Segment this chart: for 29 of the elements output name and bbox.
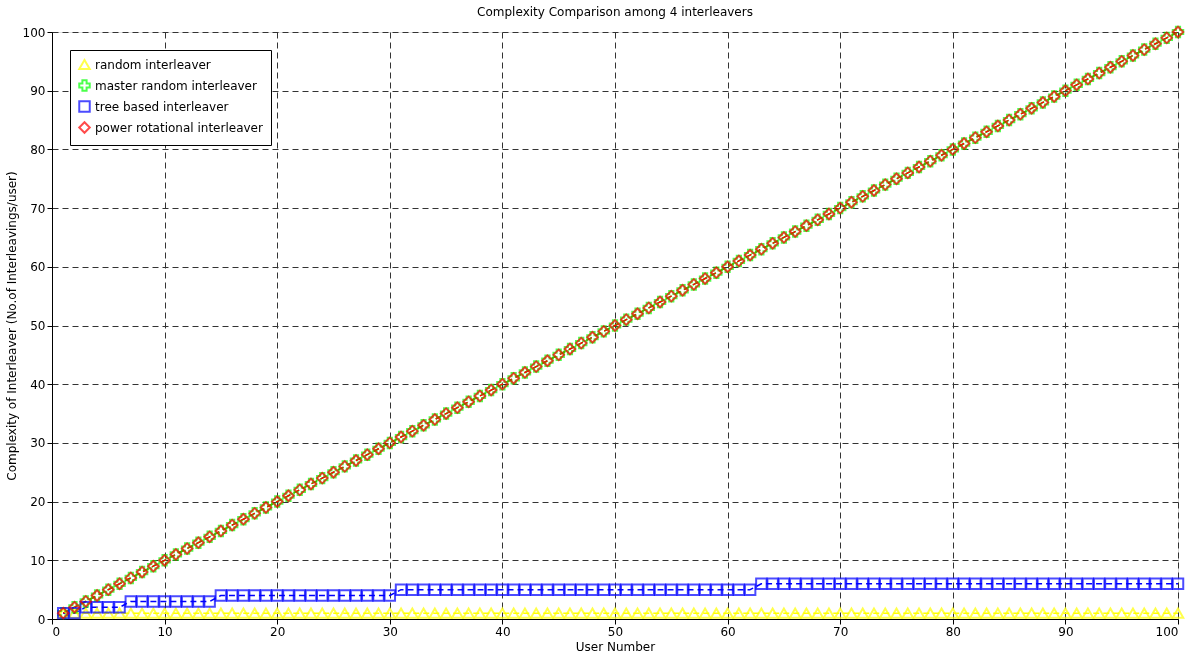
- x-tick-label: 30: [382, 624, 398, 639]
- legend-label: random interleaver: [95, 57, 211, 72]
- chart-title: Complexity Comparison among 4 interleavers: [477, 4, 753, 19]
- x-tick-label: 100: [1155, 624, 1179, 639]
- legend-label: power rotational interleaver: [95, 120, 263, 135]
- x-tick-label: 40: [495, 624, 511, 639]
- x-tick-label: 60: [720, 624, 736, 639]
- x-tick-label: 80: [945, 624, 961, 639]
- y-tick-label: 60: [30, 260, 46, 275]
- y-tick-label: 30: [30, 436, 46, 451]
- y-tick-label: 10: [30, 553, 46, 568]
- y-tick-label: 50: [30, 319, 46, 333]
- x-tick-label: 50: [607, 624, 624, 639]
- y-tick-label: 100: [22, 25, 46, 40]
- x-tick-label: 70: [833, 624, 849, 639]
- y-tick-label: 40: [30, 377, 46, 392]
- x-tick-label: 0: [52, 624, 61, 639]
- y-tick-label: 70: [30, 201, 46, 216]
- x-tick-label: 20: [270, 624, 286, 639]
- y-axis-title: Complexity of Interleaver (No.of Interleavings/user): [4, 171, 19, 481]
- x-tick-label: 10: [157, 624, 173, 639]
- x-tick-label: 90: [1058, 624, 1074, 639]
- y-tick-label: 90: [30, 84, 46, 99]
- x-axis-title: User Number: [575, 639, 656, 654]
- legend-label: tree based interleaver: [95, 99, 229, 114]
- y-tick-label: 80: [30, 142, 46, 157]
- legend-label: master random interleaver: [95, 78, 257, 93]
- y-tick-label: 0: [37, 612, 46, 627]
- y-tick-label: 20: [30, 495, 46, 510]
